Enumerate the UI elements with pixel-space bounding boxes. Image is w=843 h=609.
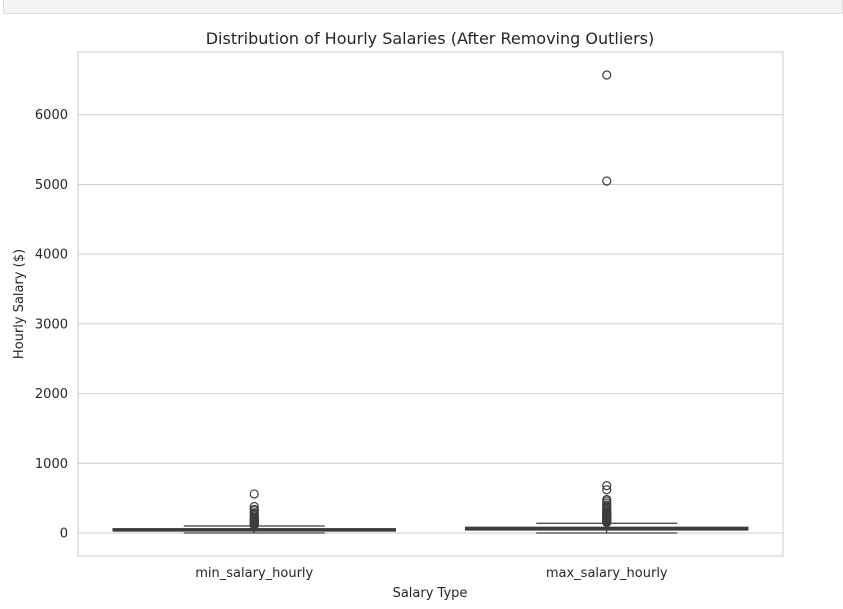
outlier-point — [249, 489, 259, 499]
outlier-point — [602, 480, 612, 491]
box-max_salary_hourly — [465, 70, 749, 534]
outlier-point — [602, 485, 612, 495]
y-tick-label: 0 — [60, 526, 68, 541]
box-min_salary_hourly — [112, 489, 396, 534]
plot-frame — [77, 51, 784, 557]
y-tick-label: 5000 — [35, 178, 68, 193]
outlier-point — [249, 504, 259, 514]
x-axis-label: Salary Type — [393, 586, 468, 601]
y-tick-label: 3000 — [35, 317, 68, 332]
outlier-point — [602, 70, 612, 80]
y-tick-label: 2000 — [35, 387, 68, 402]
outlier-point — [602, 176, 612, 186]
x-tick-label: max_salary_hourly — [546, 566, 668, 581]
boxes — [112, 70, 749, 534]
gridlines — [78, 114, 783, 534]
y-tick-label: 6000 — [35, 108, 68, 123]
outlier-point — [249, 501, 259, 512]
chart-title: Distribution of Hourly Salaries (After R… — [206, 29, 655, 48]
y-tick-label: 4000 — [35, 248, 68, 263]
axes: 0 1000 2000 3000 4000 5000 6000 min_salary_hour… — [35, 51, 784, 581]
x-tick-label: min_salary_hourly — [195, 566, 313, 581]
y-axis-label: Hourly Salary ($) — [12, 249, 27, 359]
outlier-point — [602, 494, 612, 505]
y-tick-label: 1000 — [35, 457, 68, 472]
